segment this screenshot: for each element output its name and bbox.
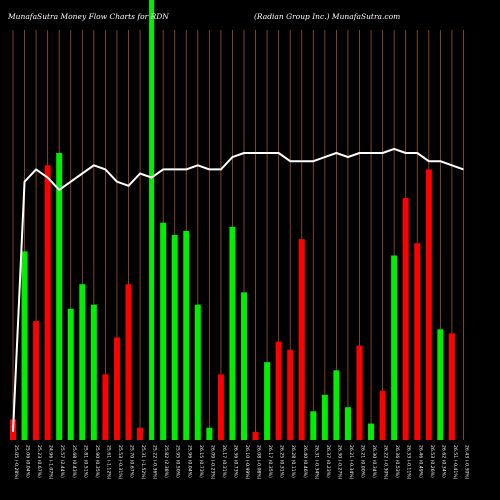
flow-bar (160, 222, 167, 440)
flow-bar (194, 304, 201, 440)
x-tick-label: 26.62 (0.34%) (440, 445, 446, 478)
x-tick-label: 26.10 (-0.99%) (244, 445, 250, 480)
flow-bar (402, 198, 409, 440)
x-tick-label: 25.53 (-0.31%) (117, 445, 123, 480)
x-tick-label: 26.17 (0.35%) (267, 445, 273, 478)
x-tick-label: 25.95 (0.50%) (175, 445, 181, 478)
x-tick-label: 25.82 (2.38%) (163, 445, 169, 478)
x-tick-label: 24.96 (-1.07%) (48, 445, 54, 480)
x-tick-label: 26.31 (-0.34%) (313, 445, 319, 480)
x-tick-label: 25.57 (2.44%) (59, 445, 65, 478)
flow-bar (437, 329, 444, 440)
x-tick-label: 25.23 (0.67%) (36, 445, 42, 478)
x-tick-label: 26.36 (0.73%) (232, 445, 238, 478)
flow-bar (56, 153, 63, 440)
flow-bar (217, 374, 224, 440)
x-tick-label: 26.46 (0.49%) (417, 445, 423, 478)
x-tick-label: 25.81 (0.51%) (82, 445, 88, 478)
chart-title-right: (Radian Group Inc.) MunafaSutra.com (254, 12, 401, 21)
x-tick-label: 26.17 (0.31%) (221, 445, 227, 478)
flow-bar (356, 345, 363, 440)
x-tick-label: 26.51 (-0.41%) (452, 445, 458, 480)
x-tick-label: 26.28 (0.11%) (290, 445, 296, 478)
x-tick-label: 26.08 (-0.08%) (256, 445, 262, 480)
flow-bar (414, 243, 421, 440)
x-tick-label: 25.68 (0.43%) (71, 445, 77, 478)
flow-bar (21, 251, 28, 440)
x-tick-label: 26.37 (0.23%) (325, 445, 331, 478)
chart-title-left: MunafaSutra Money Flow Charts for RDN (8, 12, 169, 21)
x-tick-label: 25.96 (0.04%) (186, 445, 192, 478)
x-tick-label: 25.90 (0.35%) (94, 445, 100, 478)
x-tick-label: 25.05 (-0.28%) (13, 445, 19, 480)
flow-bar (125, 284, 132, 440)
flow-bar (79, 284, 86, 440)
flow-bar (90, 304, 97, 440)
flow-bar (275, 341, 282, 440)
flow-bar (298, 239, 305, 440)
flow-bar (425, 169, 432, 440)
flow-bar (287, 349, 294, 440)
x-tick-label: 26.21 (-0.34%) (348, 445, 354, 480)
x-tick-label: 26.53 (0.26%) (429, 445, 435, 478)
x-tick-label: 25.61 (-1.12%) (105, 445, 111, 480)
x-tick-label: 26.15 (0.73%) (198, 445, 204, 478)
flow-bar (344, 407, 351, 440)
flow-bar (264, 362, 271, 440)
x-tick-label: 26.43 (-0.30%) (463, 445, 469, 480)
flow-bar (67, 308, 74, 440)
flow-bar (183, 230, 190, 440)
x-tick-label: 25.22 (-0.36%) (152, 445, 158, 480)
flow-bar (102, 374, 109, 440)
x-tick-label: 26.09 (-0.23%) (209, 445, 215, 480)
flow-bar (368, 423, 375, 440)
x-tick-label: 25.06 (0.04%) (25, 445, 31, 478)
flow-bar (252, 431, 259, 440)
x-tick-label: 26.25 (0.31%) (279, 445, 285, 478)
x-tick-label: 26.30 (-0.27%) (336, 445, 342, 480)
x-tick-label: 26.30 (0.34%) (371, 445, 377, 478)
flow-bar (321, 394, 328, 440)
x-tick-label: 26.22 (-0.30%) (383, 445, 389, 480)
flow-bar (229, 226, 236, 440)
x-tick-label: 25.31 (-1.52%) (140, 445, 146, 480)
flow-bar (241, 292, 247, 440)
highlight-column (149, 0, 155, 440)
flow-bar (113, 337, 120, 440)
flow-bar (171, 235, 178, 440)
flow-line (12, 147, 464, 432)
flow-bar (33, 321, 40, 440)
flow-bar (310, 411, 317, 440)
flow-bar (391, 255, 398, 440)
flow-bar (44, 165, 51, 441)
x-tick-label: 26.40 (0.46%) (302, 445, 308, 478)
flow-bar (333, 370, 340, 440)
flow-bar (379, 390, 386, 440)
x-tick-label: 25.70 (0.67%) (129, 445, 135, 478)
x-tick-label: 26.33 (-0.11%) (406, 445, 412, 480)
x-tick-label: 26.36 (0.53%) (394, 445, 400, 478)
flow-bar (206, 427, 213, 440)
flow-bar (448, 333, 455, 440)
flow-bar (137, 427, 144, 440)
x-tick-label: 26.21 (0.00%) (360, 445, 366, 478)
